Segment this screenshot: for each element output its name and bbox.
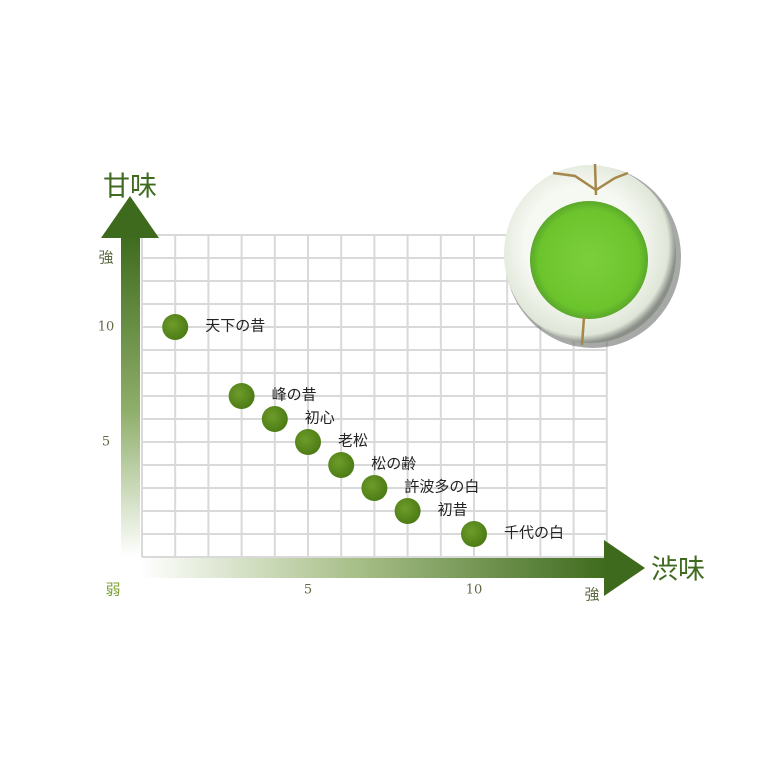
points [162,314,487,547]
x-low-label: 弱 [105,580,121,599]
y-high-label: 強 [98,248,114,267]
data-point [394,498,421,524]
data-point-label: 千代の白 [504,523,565,542]
data-point [461,521,487,547]
y-axis-title: 甘味 [103,171,157,203]
data-point [328,452,355,478]
x-axis-arrow [140,540,645,596]
data-point [261,406,288,432]
data-point-label: 老松 [338,431,369,450]
data-point-label: 許波多の白 [404,477,480,496]
x-axis-title: 渋味 [651,554,705,586]
x-high-label: 強 [584,585,600,604]
data-point [361,475,388,501]
y-axis-arrow [101,196,159,557]
data-point-label: 天下の昔 [205,316,266,335]
y-tick-label: 10 [97,319,115,335]
x-tick-label: 5 [303,582,313,598]
data-point-label: 峰の昔 [271,385,317,404]
data-point [228,383,255,409]
data-point-label: 松の齢 [371,454,417,473]
matcha-bowl-image [504,163,681,348]
data-point [162,314,189,340]
data-point-label: 初昔 [437,500,468,519]
data-point-label: 初心 [304,408,335,427]
y-tick-label: 5 [101,434,111,450]
data-point [295,429,321,455]
x-tick-label: 10 [465,582,483,598]
